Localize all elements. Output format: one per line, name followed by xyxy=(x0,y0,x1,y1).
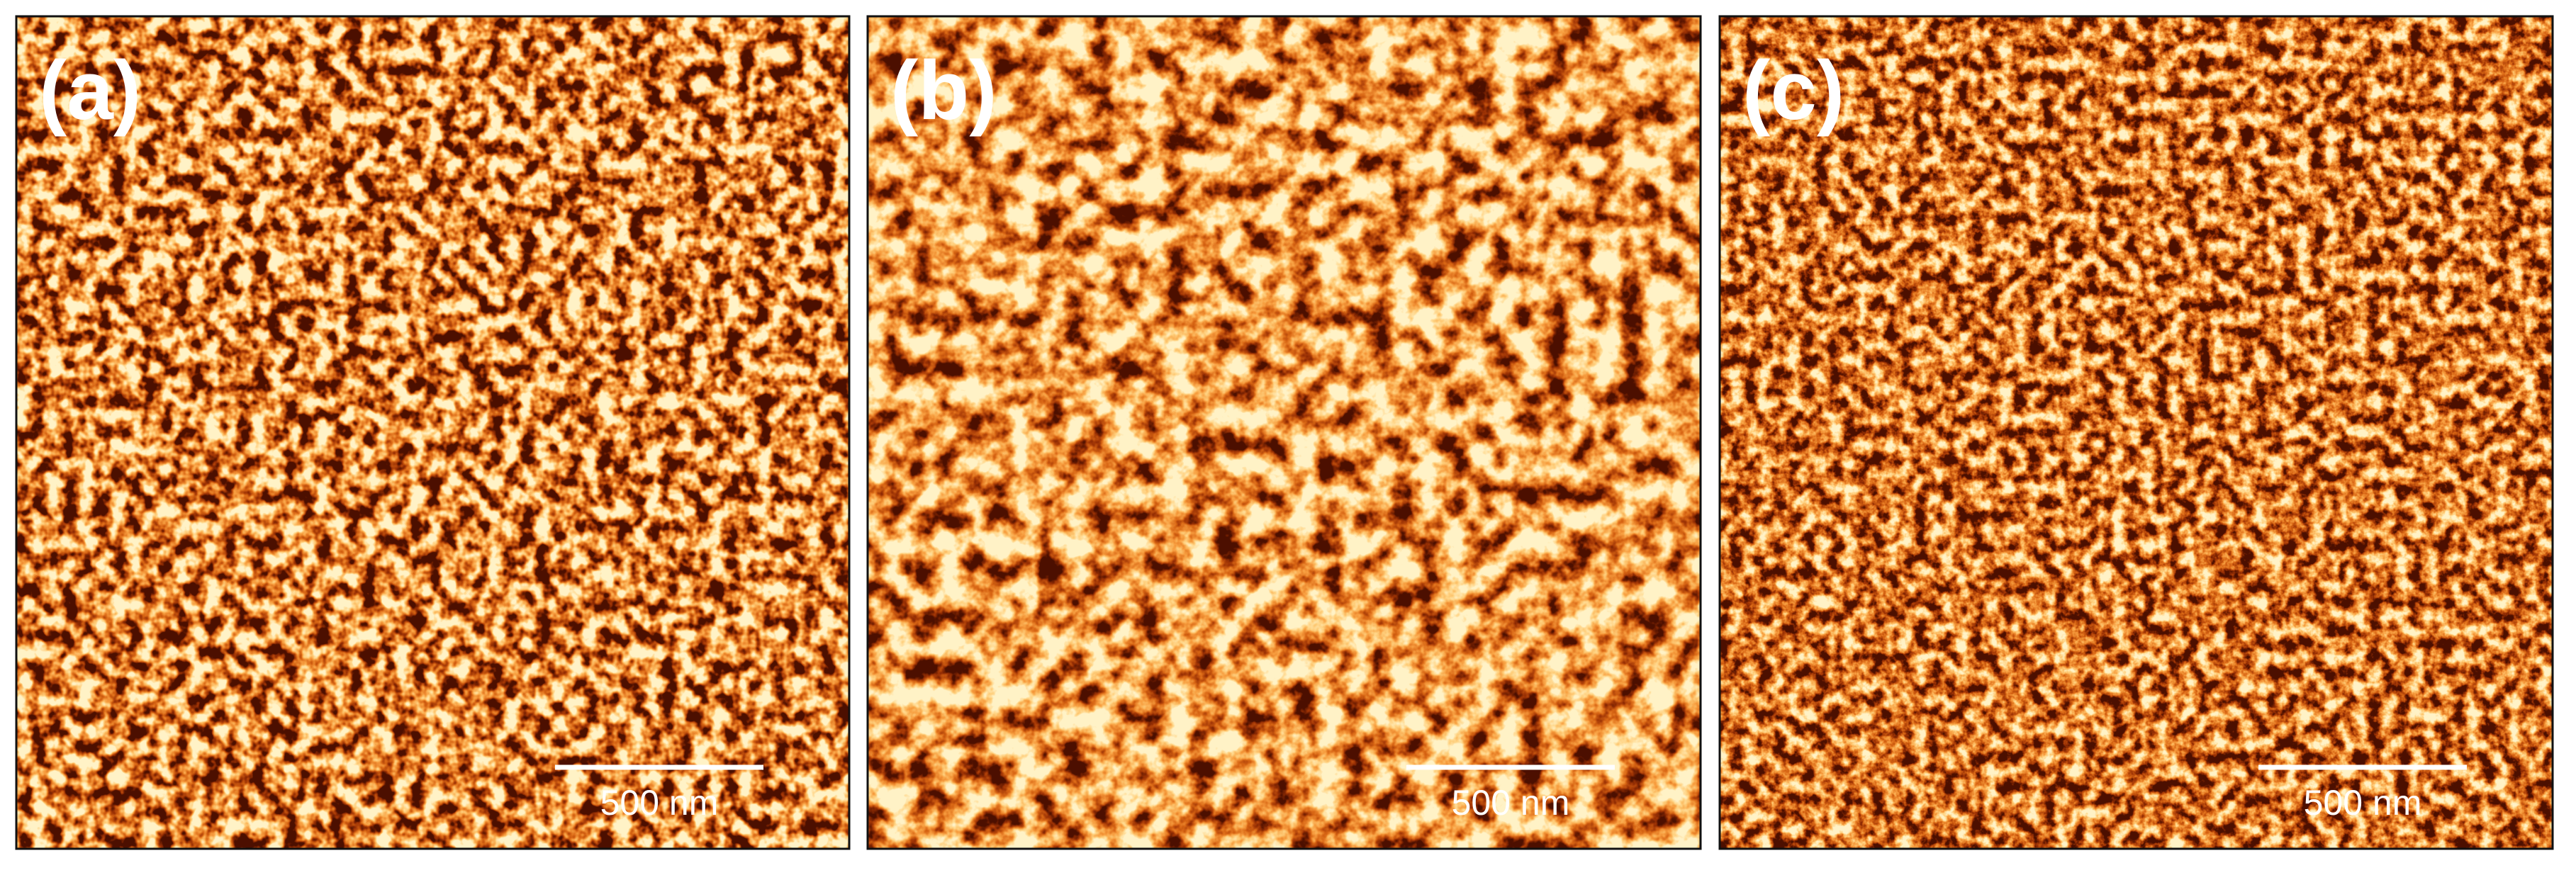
panel-b: (b) 500 nm xyxy=(866,15,1702,850)
afm-image xyxy=(1720,16,2553,849)
panel-label: (a) xyxy=(39,44,141,137)
panel-a: (a) 500 nm xyxy=(15,15,851,850)
panel-label: (b) xyxy=(890,44,997,137)
panel-label: (c) xyxy=(1742,44,1844,137)
scale-bar-label: 500 nm xyxy=(1452,783,1570,823)
afm-image xyxy=(16,16,849,849)
scale-bar-label: 500 nm xyxy=(600,783,719,823)
scale-bar-label: 500 nm xyxy=(2304,783,2422,823)
afm-image xyxy=(868,16,1701,849)
panel-border xyxy=(866,15,1702,850)
panel-c: (c) 500 nm xyxy=(1718,15,2554,850)
panel-border xyxy=(15,15,851,850)
panel-border xyxy=(1718,15,2554,850)
